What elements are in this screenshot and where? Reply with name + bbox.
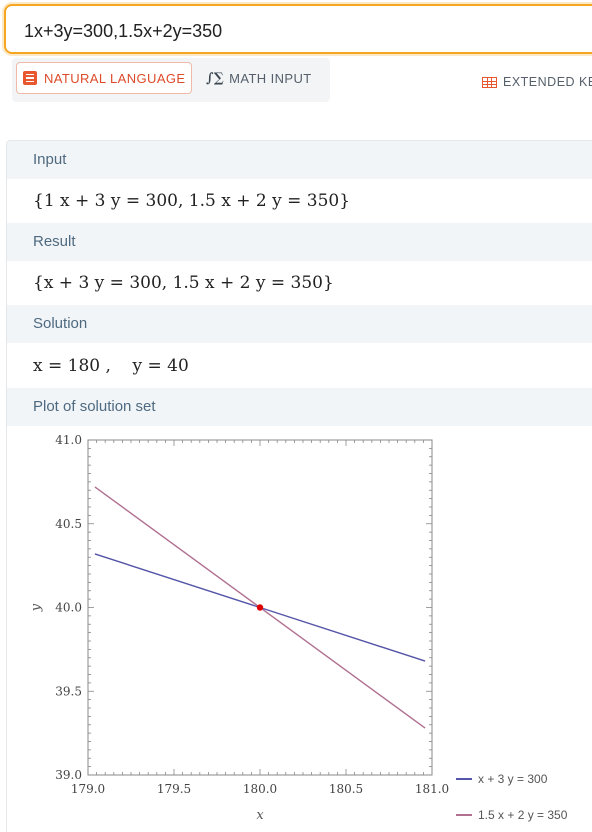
query-input[interactable]: 1x+3y=300,1.5x+2y=350 bbox=[24, 21, 222, 42]
y-axis-label: y bbox=[29, 603, 44, 612]
math-input-label: MATH INPUT bbox=[229, 71, 311, 86]
extended-keyboard-button[interactable]: EXTENDED KEYBOARD bbox=[482, 75, 592, 89]
x-axis-label: x bbox=[256, 808, 264, 823]
y-tick-label: 39.0 bbox=[55, 768, 82, 782]
x-tick-label: 179.0 bbox=[71, 782, 105, 796]
x-tick-label: 179.5 bbox=[157, 782, 191, 796]
x-tick-label: 180.0 bbox=[243, 782, 277, 796]
pod-content-input: {1 x + 3 y = 300, 1.5 x + 2 y = 350} bbox=[7, 179, 592, 223]
pod-content-solution: x = 180 , y = 40 bbox=[7, 343, 592, 388]
legend-label-2: 1.5 x + 2 y = 350 bbox=[478, 808, 567, 822]
x-tick-label: 181.0 bbox=[415, 782, 449, 796]
input-mode-toggle: NATURAL LANGUAGE ∫∑ MATH INPUT bbox=[12, 58, 330, 102]
pod-title-solution: Solution bbox=[7, 305, 592, 343]
natural-language-label: NATURAL LANGUAGE bbox=[44, 71, 185, 86]
legend-label-1: x + 3 y = 300 bbox=[478, 772, 547, 786]
y-tick-label: 40.5 bbox=[55, 517, 82, 531]
legend-swatch-2 bbox=[456, 814, 472, 816]
legend-item-2: 1.5 x + 2 y = 350 bbox=[456, 808, 567, 822]
pod-title-input: Input bbox=[7, 141, 592, 179]
y-tick-label: 40.0 bbox=[55, 601, 82, 615]
natural-language-button[interactable]: NATURAL LANGUAGE bbox=[16, 62, 192, 94]
keyboard-icon bbox=[482, 77, 497, 88]
pod-content-result: {x + 3 y = 300, 1.5 x + 2 y = 350} bbox=[7, 261, 592, 305]
y-tick-label: 39.5 bbox=[55, 684, 82, 698]
extended-keyboard-label: EXTENDED KEYBOARD bbox=[503, 75, 592, 89]
math-input-button[interactable]: ∫∑ MATH INPUT bbox=[204, 62, 328, 94]
solution-point bbox=[257, 604, 263, 610]
x-tick-label: 180.5 bbox=[329, 782, 363, 796]
query-input-box[interactable]: 1x+3y=300,1.5x+2y=350 bbox=[4, 4, 592, 54]
math-input-icon: ∫∑ bbox=[206, 71, 224, 86]
pod-title-result: Result bbox=[7, 223, 592, 261]
legend-swatch-1 bbox=[456, 778, 472, 780]
y-tick-label: 41.0 bbox=[55, 433, 82, 447]
legend-item-1: x + 3 y = 300 bbox=[456, 772, 547, 786]
pod-title-plot: Plot of solution set bbox=[7, 388, 592, 426]
natural-language-icon bbox=[23, 71, 37, 85]
